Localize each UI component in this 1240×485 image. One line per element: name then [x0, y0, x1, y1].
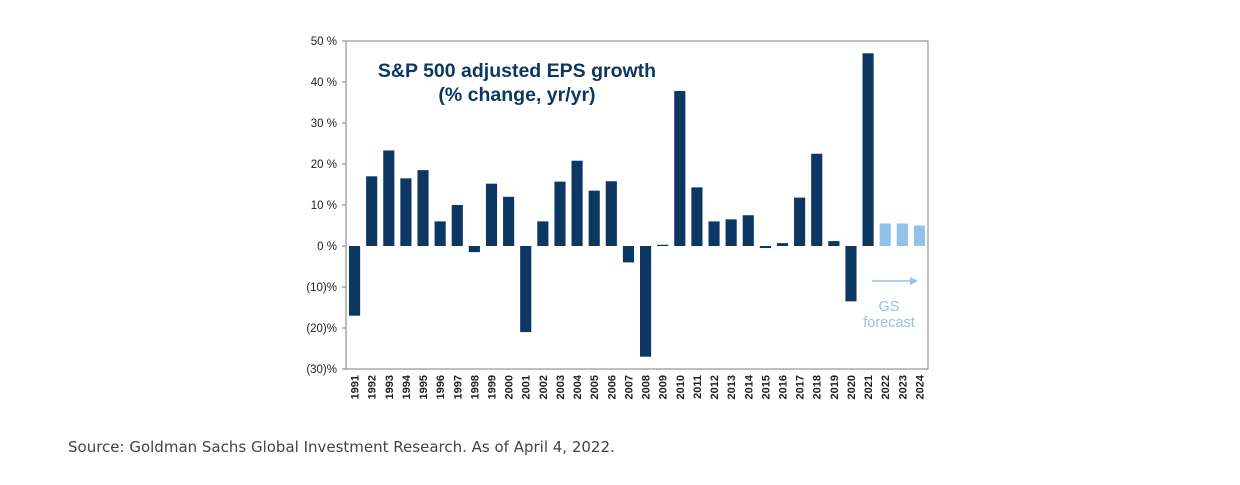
bar-1993 — [383, 150, 395, 246]
y-tick-label: (10)% — [306, 282, 337, 294]
bar-2022 — [879, 223, 891, 246]
bar-2003 — [554, 181, 566, 246]
y-axis-ticks: (30)% (20)% (10)% 0 % 10 % 20 % 30 % 40 % 50 % — [306, 36, 346, 376]
bar-2017 — [794, 197, 806, 246]
plot-frame — [345, 40, 929, 370]
bar-2007 — [622, 246, 635, 263]
x-tick-label: 2013 — [726, 375, 738, 399]
bar-2013 — [725, 219, 737, 246]
x-tick-label: 2014 — [743, 374, 755, 399]
bar-2001 — [520, 246, 532, 333]
bar-2010 — [674, 91, 686, 247]
bar-1996 — [434, 221, 446, 246]
y-tick-label: 0 % — [317, 241, 337, 253]
x-tick-label: 1999 — [487, 375, 499, 399]
x-tick-label: 1994 — [401, 374, 413, 399]
chart-subtitle: (% change, yr/yr) — [438, 84, 595, 106]
x-tick-label: 1995 — [418, 375, 430, 399]
forecast-annotation-line-1: GS — [879, 299, 900, 315]
forecast-annotation-line-2: forecast — [863, 315, 915, 331]
x-tick-label: 1992 — [367, 375, 379, 399]
bar-2023 — [896, 223, 908, 246]
bar-2000 — [503, 196, 515, 246]
chart-title: S&P 500 adjusted EPS growth — [378, 60, 656, 82]
x-tick-label: 2008 — [641, 375, 653, 399]
x-tick-label: 2004 — [572, 374, 584, 399]
forecast-arrow-head — [910, 277, 918, 285]
x-tick-label: 2000 — [504, 375, 516, 399]
bar-2008 — [640, 246, 652, 357]
y-tick-label: (20)% — [306, 323, 337, 335]
x-tick-label: 1998 — [469, 375, 481, 399]
bar-1994 — [400, 178, 412, 246]
x-tick-label: 2012 — [709, 375, 721, 399]
bar-2014 — [742, 215, 754, 246]
x-tick-label: 2017 — [795, 375, 807, 399]
y-tick-label: 20 % — [311, 159, 337, 171]
x-axis-ticks: 1991 1992 1993 1994 1995 1996 1997 1998 1999 2000… — [350, 374, 927, 399]
x-tick-label: 2002 — [538, 375, 550, 399]
bar-group — [349, 53, 926, 357]
bar-2012 — [708, 221, 720, 246]
x-tick-label: 2009 — [658, 375, 670, 399]
y-tick-label: 50 % — [311, 36, 337, 48]
eps-growth-chart: (30)% (20)% (10)% 0 % 10 % 20 % 30 % 40 % 50 % 1… — [306, 36, 929, 399]
x-tick-label: 1991 — [350, 375, 362, 399]
bar-2006 — [605, 181, 617, 246]
x-tick-label: 2019 — [829, 375, 841, 399]
bar-2009 — [657, 244, 669, 246]
x-tick-label: 2010 — [675, 375, 687, 399]
bar-1997 — [451, 205, 463, 246]
x-tick-label: 1996 — [435, 375, 447, 399]
bar-2020 — [845, 246, 857, 302]
x-tick-label: 2023 — [897, 375, 909, 399]
bar-1991 — [349, 246, 361, 316]
x-tick-label: 2018 — [812, 375, 824, 399]
x-tick-label: 2016 — [778, 375, 790, 399]
x-tick-label: 2005 — [589, 375, 601, 399]
x-tick-label: 2011 — [692, 375, 704, 399]
y-tick-label: 30 % — [311, 118, 337, 130]
bar-1992 — [366, 176, 378, 246]
x-tick-label: 2024 — [914, 374, 926, 399]
x-tick-label: 1997 — [452, 375, 464, 399]
bar-2011 — [691, 187, 703, 246]
bar-2016 — [776, 243, 789, 246]
bar-2018 — [811, 153, 823, 246]
bar-2002 — [537, 221, 549, 246]
x-tick-label: 2021 — [863, 375, 875, 399]
x-tick-label: 2003 — [555, 375, 567, 399]
x-tick-label: 2022 — [880, 375, 892, 399]
y-tick-label: 40 % — [311, 77, 337, 89]
source-note: Source: Goldman Sachs Global Investment … — [68, 438, 615, 456]
bar-1998 — [468, 246, 480, 253]
x-tick-label: 2015 — [760, 375, 772, 399]
x-tick-label: 2007 — [623, 375, 635, 399]
x-tick-label: 1993 — [384, 375, 396, 399]
x-tick-label: 2020 — [846, 375, 858, 399]
y-tick-label: (30)% — [306, 364, 337, 376]
x-tick-label: 2001 — [521, 375, 533, 399]
x-tick-label: 2006 — [606, 375, 618, 399]
bar-2019 — [828, 241, 840, 246]
bar-2021 — [862, 53, 874, 246]
bar-2005 — [588, 190, 600, 246]
bar-2024 — [913, 225, 926, 246]
bar-2015 — [759, 246, 771, 249]
bar-2004 — [571, 160, 583, 246]
bar-1995 — [417, 170, 429, 246]
y-tick-label: 10 % — [311, 200, 337, 212]
bar-1999 — [485, 183, 498, 246]
